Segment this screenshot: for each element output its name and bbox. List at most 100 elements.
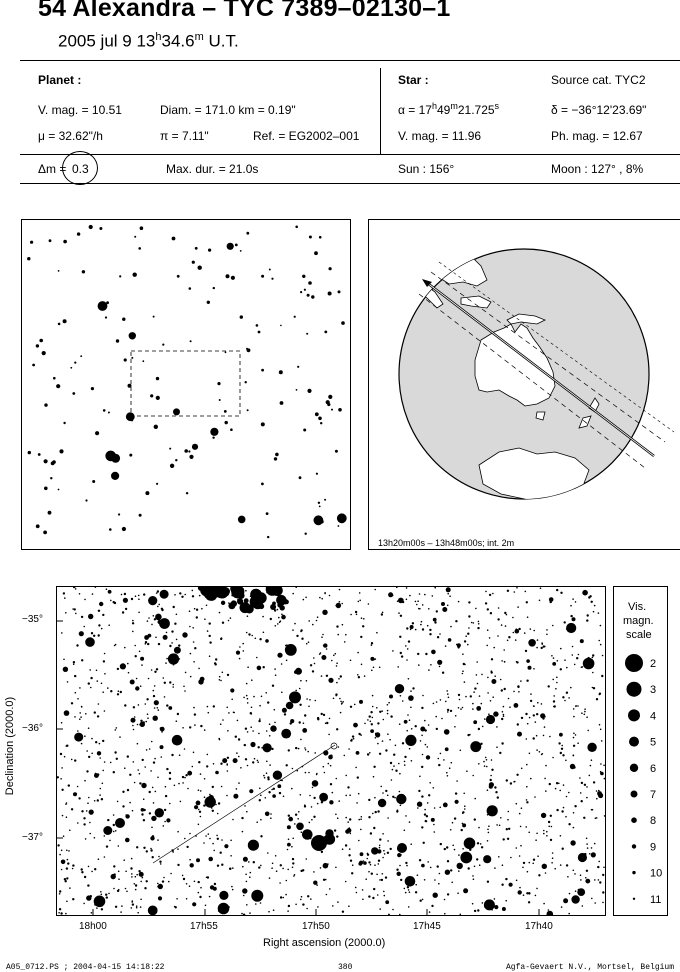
chart-star bbox=[137, 911, 139, 914]
chart-star bbox=[219, 723, 222, 725]
finder-star bbox=[300, 291, 303, 294]
chart-star bbox=[386, 851, 390, 854]
chart-star bbox=[410, 690, 412, 692]
finder-star bbox=[298, 476, 302, 480]
chart-star bbox=[59, 890, 62, 893]
chart-star bbox=[528, 639, 536, 647]
chart-star bbox=[265, 692, 267, 694]
chart-star bbox=[410, 843, 413, 845]
chart-star bbox=[217, 802, 221, 805]
planet-motion: μ = 32.62"/h bbox=[38, 129, 103, 143]
chart-star bbox=[477, 620, 480, 623]
finder-star bbox=[63, 239, 67, 244]
chart-star bbox=[264, 811, 270, 817]
finder-star bbox=[130, 419, 134, 422]
chart-star bbox=[229, 617, 232, 619]
chart-star bbox=[62, 666, 69, 672]
chart-star bbox=[403, 829, 406, 832]
chart-star bbox=[281, 691, 283, 694]
chart-star bbox=[267, 778, 270, 781]
chart-star bbox=[197, 891, 200, 894]
chart-star bbox=[166, 704, 169, 707]
chart-star bbox=[478, 826, 480, 829]
chart-star bbox=[213, 587, 227, 598]
chart-star bbox=[147, 717, 149, 719]
chart-star bbox=[322, 878, 326, 881]
chart-star bbox=[478, 763, 480, 765]
chart-star bbox=[551, 857, 554, 859]
chart-star bbox=[284, 599, 289, 605]
chart-star bbox=[594, 879, 596, 881]
chart-star bbox=[371, 716, 374, 719]
chart-star bbox=[108, 624, 110, 626]
chart-star bbox=[182, 727, 184, 729]
chart-star bbox=[292, 592, 294, 595]
ra-second-unit: s bbox=[494, 101, 500, 111]
chart-star bbox=[167, 653, 180, 665]
chart-star bbox=[457, 693, 461, 697]
chart-star bbox=[567, 876, 569, 878]
chart-star bbox=[182, 877, 186, 881]
chart-star bbox=[114, 751, 117, 754]
finder-star bbox=[145, 491, 150, 496]
chart-star bbox=[189, 652, 192, 655]
chart-star bbox=[494, 675, 497, 677]
chart-star bbox=[432, 702, 435, 705]
chart-star bbox=[269, 764, 271, 766]
chart-star bbox=[285, 879, 288, 882]
chart-star bbox=[407, 640, 411, 643]
chart-star bbox=[379, 838, 382, 841]
chart-star bbox=[533, 668, 535, 670]
chart-star bbox=[414, 725, 417, 728]
chart-star bbox=[370, 872, 373, 875]
scale-label: 9 bbox=[650, 841, 656, 853]
chart-star bbox=[559, 864, 562, 866]
chart-star bbox=[536, 639, 539, 641]
chart-star bbox=[548, 782, 551, 786]
finder-star bbox=[138, 247, 141, 250]
chart-star bbox=[200, 587, 215, 597]
chart-star bbox=[270, 604, 277, 610]
chart-star bbox=[560, 906, 563, 908]
y-axis-label: Declination (2000.0) bbox=[4, 696, 16, 796]
finder-star bbox=[44, 486, 48, 491]
chart-star bbox=[89, 895, 92, 898]
chart-star bbox=[189, 832, 191, 835]
chart-star bbox=[455, 620, 458, 623]
chart-star bbox=[122, 805, 125, 808]
chart-star bbox=[454, 792, 458, 795]
chart-star bbox=[483, 760, 485, 763]
chart-star bbox=[191, 595, 195, 598]
chart-star bbox=[157, 885, 159, 888]
chart-star bbox=[226, 756, 230, 759]
chart-star bbox=[280, 663, 283, 665]
chart-star bbox=[568, 697, 570, 699]
finder-star bbox=[311, 295, 315, 299]
chart-star bbox=[580, 879, 582, 881]
chart-star bbox=[603, 866, 605, 869]
chart-star bbox=[382, 718, 385, 721]
chart-star bbox=[362, 898, 364, 901]
chart-star bbox=[200, 886, 202, 889]
chart-star bbox=[360, 828, 362, 831]
chart-star bbox=[204, 904, 207, 907]
chart-star bbox=[325, 648, 328, 650]
chart-star bbox=[132, 619, 134, 622]
chart-star bbox=[583, 783, 587, 786]
chart-star bbox=[403, 887, 406, 890]
chart-star bbox=[341, 602, 344, 605]
chart-star bbox=[226, 673, 230, 677]
chart-star bbox=[501, 907, 506, 911]
chart-star bbox=[131, 809, 134, 812]
chart-star bbox=[584, 708, 586, 710]
chart-star bbox=[166, 767, 169, 771]
chart-star bbox=[503, 649, 506, 651]
chart-star bbox=[115, 727, 118, 729]
chart-star bbox=[134, 888, 137, 891]
chart-star bbox=[206, 705, 209, 708]
chart-star bbox=[65, 803, 67, 805]
chart-star bbox=[519, 886, 521, 889]
chart-star bbox=[157, 882, 159, 885]
chart-star bbox=[503, 660, 506, 663]
chart-star bbox=[598, 789, 600, 792]
